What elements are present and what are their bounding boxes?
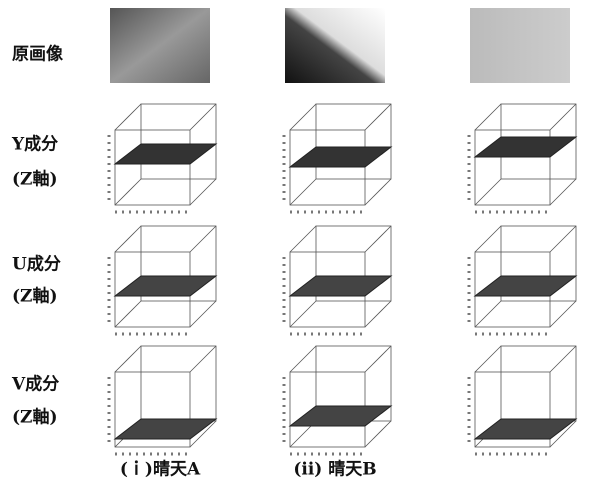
- cube-edge: [365, 421, 391, 447]
- row-label: U成分: [12, 254, 61, 275]
- cube-edge: [190, 104, 216, 130]
- cube-edge: [290, 179, 316, 205]
- row-label: Y成分: [11, 134, 58, 155]
- row-sublabel: (Z軸): [12, 286, 58, 307]
- surface: [475, 276, 576, 296]
- cube-edge: [190, 346, 216, 372]
- plots: [109, 104, 576, 454]
- original-image: [470, 8, 570, 83]
- surface: [290, 147, 391, 167]
- cube-edge: [475, 301, 501, 327]
- cube-edge: [190, 226, 216, 252]
- surface: [475, 137, 576, 157]
- row-label: 原画像: [12, 45, 64, 65]
- cube-edge: [365, 301, 391, 327]
- cube-edge: [550, 179, 576, 205]
- cube-edge: [550, 301, 576, 327]
- cube-edge: [365, 346, 391, 372]
- cube-edge: [115, 346, 141, 372]
- row-sublabel: (Z軸): [12, 407, 58, 428]
- surface: [290, 276, 391, 296]
- surface: [115, 144, 216, 164]
- cube-edge: [365, 226, 391, 252]
- row-sublabel: (Z軸): [12, 169, 58, 190]
- cube-edge: [115, 104, 141, 130]
- surface: [115, 276, 216, 296]
- original-image: [285, 8, 385, 83]
- cube-edge: [290, 104, 316, 130]
- cube-edge: [115, 301, 141, 327]
- cube-edge: [190, 301, 216, 327]
- cube-edge: [290, 346, 316, 372]
- cube-edge: [475, 346, 501, 372]
- cube-edge: [550, 346, 576, 372]
- cube-edge: [550, 226, 576, 252]
- cube-edge: [365, 104, 391, 130]
- cube-edge: [475, 179, 501, 205]
- cube-edge: [475, 226, 501, 252]
- cube-edge: [115, 179, 141, 205]
- original-image: [110, 8, 210, 83]
- cube-edge: [365, 179, 391, 205]
- cube-edge: [290, 226, 316, 252]
- cube-edge: [550, 104, 576, 130]
- figure: 原画像 Y成分 (Z軸) U成分 (Z軸) V成分 (Z軸) (ｉ)晴天A (ⅱ) 晴天B: [0, 0, 590, 486]
- row-label: V成分: [11, 374, 59, 395]
- cube-edge: [190, 179, 216, 205]
- column-label: (ｉ)晴天A: [120, 460, 201, 480]
- cube-edge: [290, 301, 316, 327]
- cube-edge: [115, 226, 141, 252]
- column-label: (ⅱ) 晴天B: [293, 460, 376, 480]
- surface: [290, 406, 391, 426]
- cube-edge: [475, 104, 501, 130]
